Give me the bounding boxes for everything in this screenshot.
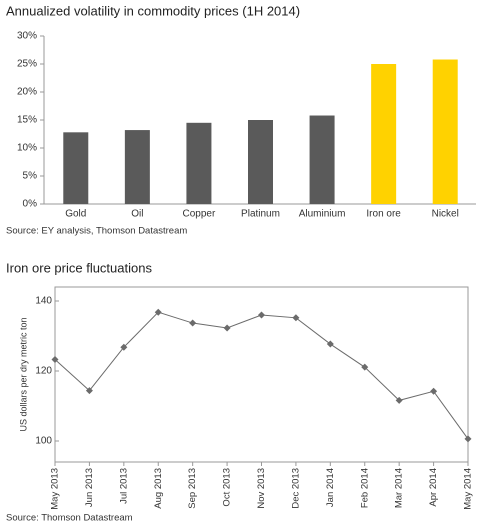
x-tick-label: Apr 2014 bbox=[428, 468, 439, 507]
x-tick-label: Sep 2013 bbox=[187, 468, 198, 509]
point bbox=[154, 308, 162, 316]
source: Source: EY analysis, Thomson Datastream bbox=[6, 226, 187, 237]
x-tick-label: Dec 2013 bbox=[290, 468, 301, 509]
x-tick-label: Feb 2014 bbox=[359, 468, 370, 508]
x-tick-label: Nickel bbox=[432, 209, 459, 220]
y-tick-label: 120 bbox=[35, 366, 52, 377]
x-tick-label: Aug 2013 bbox=[153, 468, 164, 509]
x-tick-label: Oil bbox=[131, 209, 143, 220]
point bbox=[189, 319, 197, 327]
x-tick-label: Jul 2013 bbox=[118, 468, 129, 504]
point bbox=[430, 387, 438, 395]
point bbox=[85, 387, 93, 395]
point bbox=[395, 396, 403, 404]
x-tick-label: May 2013 bbox=[50, 468, 61, 510]
y-tick-label: 25% bbox=[17, 59, 37, 70]
point bbox=[120, 343, 128, 351]
point bbox=[51, 355, 59, 363]
y-tick-label: 20% bbox=[17, 87, 37, 98]
bar bbox=[124, 130, 150, 204]
y-tick-label: 0% bbox=[23, 199, 38, 210]
point bbox=[292, 314, 300, 322]
point bbox=[326, 340, 334, 348]
point bbox=[464, 435, 472, 443]
y-tick-label: 140 bbox=[35, 296, 52, 307]
bar bbox=[248, 120, 273, 204]
point bbox=[258, 311, 265, 319]
x-tick-label: Nov 2013 bbox=[256, 468, 267, 509]
x-tick-label: May 2014 bbox=[463, 468, 474, 510]
chart-title: Annualized volatility in commodity price… bbox=[6, 3, 300, 18]
x-tick-label: Jun 2013 bbox=[84, 468, 95, 507]
y-tick-label: 100 bbox=[35, 436, 52, 447]
chart-title: Iron ore price fluctuations bbox=[6, 260, 152, 275]
bar bbox=[63, 132, 89, 204]
x-tick-label: Oct 2013 bbox=[222, 468, 233, 507]
line bbox=[54, 311, 469, 440]
x-tick-label: Aluminium bbox=[299, 209, 346, 220]
bar bbox=[432, 59, 458, 204]
y-tick-label: 15% bbox=[17, 115, 37, 126]
y-axis-label: US dollars per dry metric ton bbox=[18, 317, 28, 431]
bar bbox=[309, 115, 335, 204]
x-tick-label: Gold bbox=[65, 209, 86, 220]
bar bbox=[186, 122, 212, 204]
y-tick-label: 30% bbox=[17, 31, 37, 42]
x-tick-label: Mar 2014 bbox=[394, 468, 405, 508]
x-tick-label: Platinum bbox=[241, 209, 280, 220]
y-tick-label: 10% bbox=[17, 143, 37, 154]
point bbox=[223, 324, 231, 332]
x-tick-label: Jan 2014 bbox=[325, 468, 336, 507]
bar bbox=[371, 64, 397, 204]
x-tick-label: Copper bbox=[183, 209, 216, 220]
y-tick-label: 5% bbox=[23, 171, 38, 182]
point bbox=[361, 363, 369, 371]
x-tick-label: Iron ore bbox=[366, 209, 401, 220]
source: Source: Thomson Datastream bbox=[6, 513, 133, 524]
